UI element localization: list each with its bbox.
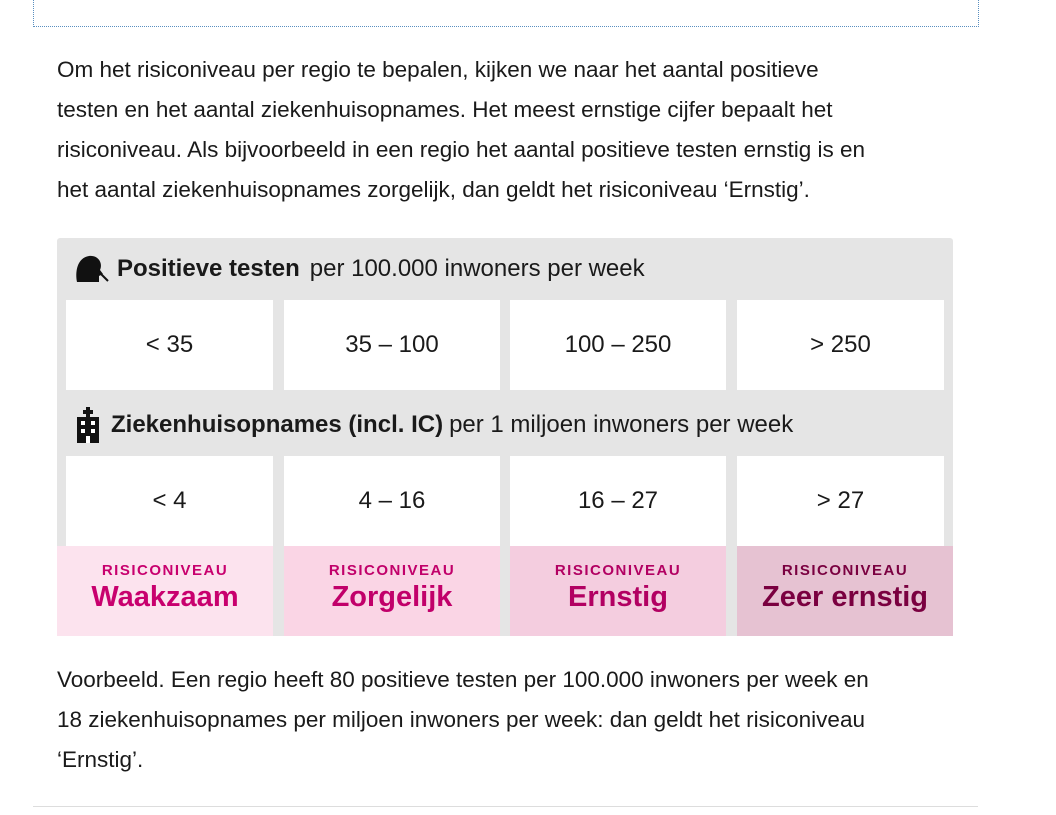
range-cell: < 4 — [66, 456, 273, 546]
range-cell: > 27 — [737, 456, 944, 546]
tests-title: Positieve testen — [117, 255, 300, 282]
range-cell: 16 – 27 — [510, 456, 726, 546]
range-cell: 35 – 100 — [284, 300, 500, 390]
level-kicker: RISICONIVEAU — [101, 562, 229, 579]
hospital-icon — [77, 407, 99, 443]
range-cell: < 35 — [66, 300, 273, 390]
level-kicker: RISICONIVEAU — [328, 562, 456, 579]
text-line: het aantal ziekenhuisopnames zorgelijk, … — [57, 177, 810, 202]
example: Voorbeeld. Een regio heeft 80 positieve … — [57, 660, 869, 780]
hospital-unit: per 1 miljoen inwoners per week — [449, 411, 794, 438]
text-line: testen en het aantal ziekenhuisopnames. … — [57, 97, 833, 122]
level-name: Ernstig — [568, 581, 668, 613]
level-cell: RISICONIVEAU Ernstig — [510, 546, 726, 636]
risk-table: Positieve testen per 100.000 inwoners pe… — [57, 238, 953, 636]
range-cell: 100 – 250 — [510, 300, 726, 390]
level-cell: RISICONIVEAU Zorgelijk — [284, 546, 500, 636]
text-line: ‘Ernstig’. — [57, 747, 144, 772]
text-line: Om het risiconiveau per regio te bepalen… — [57, 57, 819, 82]
level-cell: RISICONIVEAU Zeer ernstig — [737, 546, 953, 636]
level-kicker: RISICONIVEAU — [781, 562, 909, 579]
box-edge — [33, 0, 979, 27]
level-kicker: RISICONIVEAU — [554, 562, 682, 579]
hospital-title: Ziekenhuisopnames (incl. IC) — [111, 411, 444, 438]
range-cell: 4 – 16 — [284, 456, 500, 546]
level-name: Zorgelijk — [331, 581, 453, 613]
tests-header: Positieve testen per 100.000 inwoners pe… — [73, 238, 645, 300]
level-cell: RISICONIVEAU Waakzaam — [57, 546, 273, 636]
text-line: 18 ziekenhuisopnames per miljoen inwoner… — [57, 707, 865, 732]
divider — [33, 806, 978, 807]
level-name: Zeer ernstig — [762, 581, 928, 613]
text-line: risiconiveau. Als bijvoorbeeld in een re… — [57, 137, 865, 162]
level-name: Waakzaam — [91, 581, 239, 613]
tests-unit: per 100.000 inwoners per week — [309, 255, 645, 282]
range-cell: > 250 — [737, 300, 944, 390]
test-icon — [76, 255, 109, 282]
hospital-header: Ziekenhuisopnames (incl. IC) per 1 miljo… — [73, 394, 793, 456]
text-line: Voorbeeld. Een regio heeft 80 positieve … — [57, 667, 869, 692]
intro: Om het risiconiveau per regio te bepalen… — [57, 50, 865, 210]
